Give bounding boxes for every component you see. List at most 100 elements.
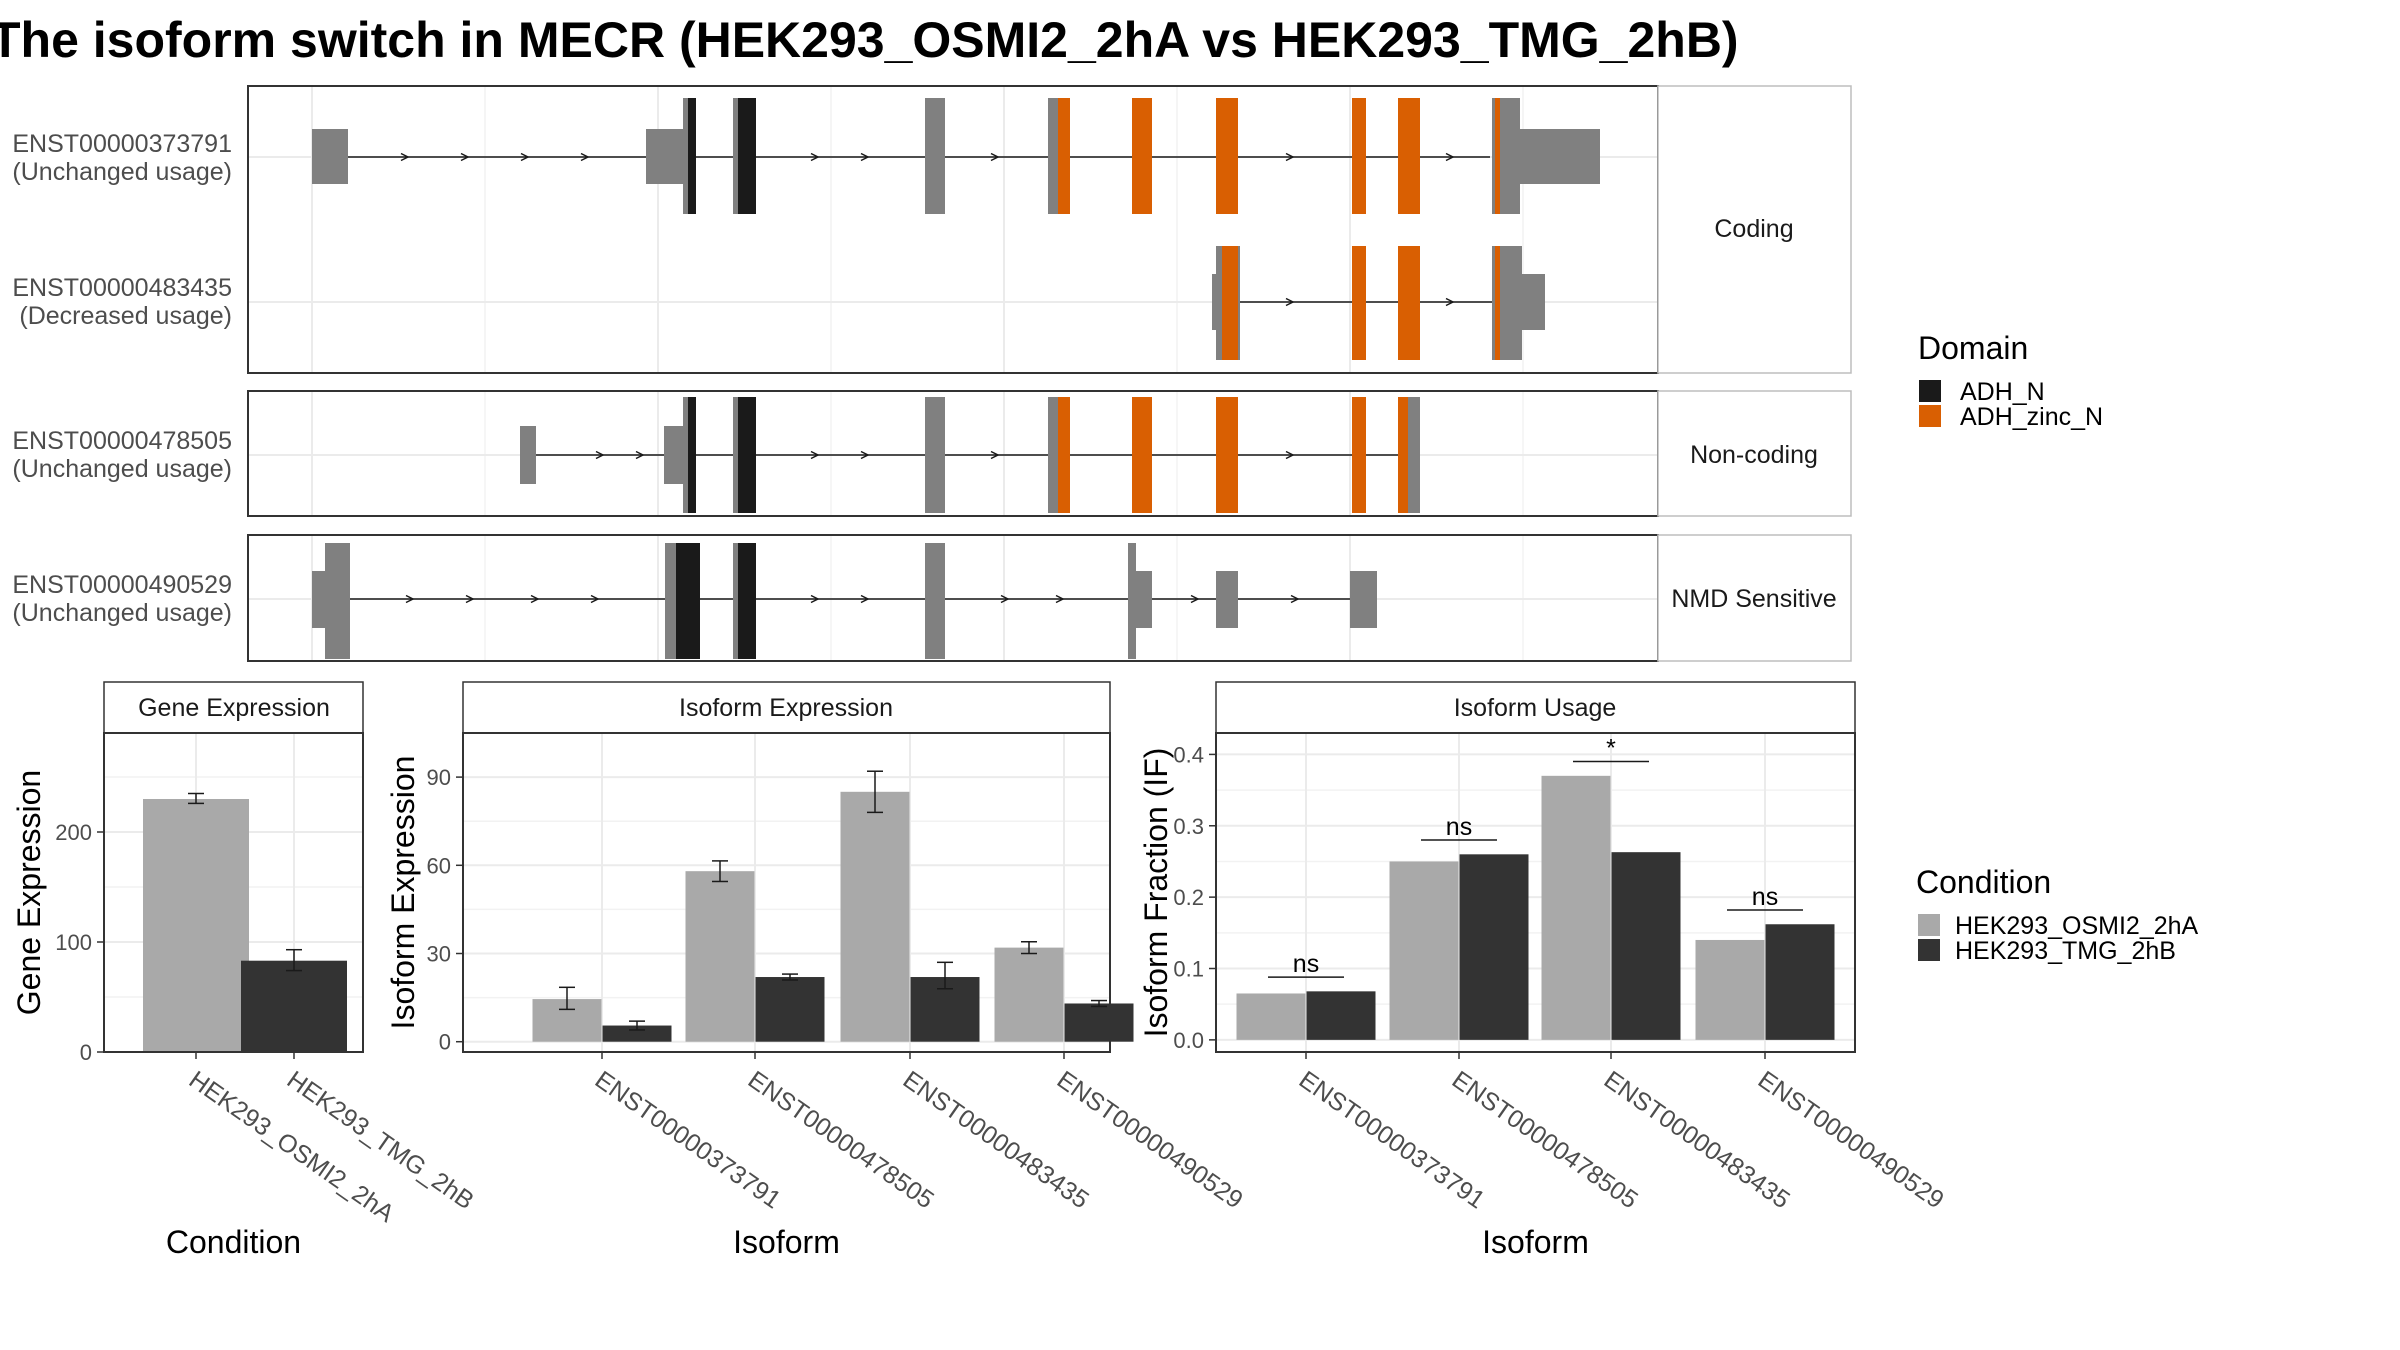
y-tick-label: 60 — [427, 853, 451, 878]
transcript-track-3 — [520, 397, 1420, 513]
strand-arrow — [465, 594, 475, 604]
plot-frame — [1215, 732, 1856, 1053]
x-axis-title: Isoform — [1482, 1224, 1589, 1260]
domain-legend-label-adh-zinc-n: ADH_zinc_N — [1960, 403, 2103, 431]
bar-1-2 — [1389, 861, 1459, 1040]
exon-block — [1048, 397, 1060, 513]
domain-legend: Domain ADH_N ADH_zinc_N — [1918, 330, 2103, 431]
exon-block — [738, 543, 756, 659]
bar-1 — [143, 799, 249, 1052]
strand-arrow — [990, 152, 1000, 162]
bar-1-4 — [994, 947, 1064, 1042]
exon-block — [1352, 397, 1366, 513]
condition-legend-title: Condition — [1916, 864, 2051, 900]
exon-block — [925, 397, 945, 513]
bar-panel-2: Isoform Expression0306090ENST00000373791… — [385, 681, 1248, 1260]
significance-label: ns — [1293, 950, 1319, 978]
transcript-track-4 — [312, 543, 1377, 659]
exon-block — [676, 543, 700, 659]
exon-block — [925, 98, 945, 214]
y-tick-label: 30 — [427, 942, 451, 967]
panel-strip-label: Isoform Expression — [679, 694, 893, 722]
exon-block — [1222, 246, 1238, 360]
significance-label: ns — [1752, 883, 1778, 911]
exon-block — [1058, 397, 1070, 513]
bar-2-2 — [1459, 854, 1529, 1040]
exon-block — [1048, 98, 1060, 214]
exon-block — [1350, 571, 1377, 628]
y-tick-label: 0.0 — [1173, 1028, 1204, 1053]
strand-arrow — [520, 152, 530, 162]
exon-block — [1352, 246, 1366, 360]
strand-arrow — [530, 594, 540, 604]
bar-2-1 — [602, 1025, 672, 1042]
y-tick-label: 0 — [80, 1040, 92, 1065]
y-tick-label: 100 — [55, 930, 92, 955]
y-tick-label: 0.3 — [1173, 814, 1204, 839]
significance-label: * — [1606, 735, 1616, 763]
exon-block — [1504, 246, 1522, 360]
strip-label-nmd: NMD Sensitive — [1671, 585, 1836, 613]
strand-arrow — [400, 152, 410, 162]
strand-arrow — [1445, 297, 1455, 307]
exon-block — [1132, 571, 1152, 628]
x-axis-title: Condition — [166, 1224, 301, 1260]
exon-block — [1408, 397, 1420, 513]
transcript-id-1: ENST00000373791 — [12, 130, 232, 158]
bar-1-2 — [685, 871, 755, 1042]
transcript-id-4: ENST00000490529 — [12, 571, 232, 599]
bar-2-2 — [755, 977, 825, 1042]
y-tick-label: 200 — [55, 820, 92, 845]
significance-label: ns — [1446, 813, 1472, 841]
strand-arrow — [635, 450, 645, 460]
transcript-usage-4: (Unchanged usage) — [12, 599, 232, 627]
domain-legend-swatch-adh-zinc-n — [1919, 405, 1941, 427]
strand-arrow — [860, 152, 870, 162]
strand-arrow — [1445, 152, 1455, 162]
panel-strip-label: Isoform Usage — [1454, 694, 1617, 722]
transcript-usage-1: (Unchanged usage) — [12, 158, 232, 186]
condition-legend-label-a: HEK293_OSMI2_2hA — [1955, 912, 2199, 940]
y-axis-title: Isoform Fraction (IF) — [1138, 748, 1174, 1038]
exon-block — [1212, 274, 1222, 330]
bar-2-3 — [1611, 852, 1681, 1040]
y-axis-title: Isoform Expression — [385, 756, 421, 1030]
strip-label-noncoding: Non-coding — [1690, 441, 1818, 469]
strand-arrow — [1055, 594, 1065, 604]
condition-legend: Condition HEK293_OSMI2_2hA HEK293_TMG_2h… — [1916, 864, 2199, 965]
exon-block — [1132, 397, 1152, 513]
exon-block — [688, 397, 696, 513]
strand-arrow — [990, 450, 1000, 460]
panel-strip — [462, 681, 1111, 734]
plot-frame — [103, 732, 364, 1053]
panel-strip — [1215, 681, 1856, 734]
exon-block — [688, 98, 696, 214]
strand-arrow — [860, 450, 870, 460]
figure-title: The isoform switch in MECR (HEK293_OSMI2… — [0, 12, 1739, 68]
bar-2-4 — [1064, 1003, 1134, 1042]
y-tick-label: 90 — [427, 765, 451, 790]
strand-arrow — [1285, 450, 1295, 460]
transcript-tracks — [312, 98, 1600, 659]
bar-1-3 — [1541, 775, 1611, 1040]
strand-arrow — [405, 594, 415, 604]
exon-block — [738, 397, 756, 513]
bar-2 — [241, 960, 347, 1052]
strand-arrow — [810, 450, 820, 460]
strand-arrow — [860, 594, 870, 604]
exon-block — [1495, 246, 1500, 360]
structure-panel-noncoding: Non-coding — [247, 390, 1852, 517]
exon-block — [1132, 98, 1152, 214]
exon-block — [738, 98, 756, 214]
bar-1-4 — [1695, 939, 1765, 1040]
exon-block — [1500, 98, 1520, 214]
transcript-track-2 — [1212, 246, 1545, 360]
exon-block — [1518, 129, 1600, 184]
y-axis-title: Gene Expression — [11, 770, 47, 1015]
strand-arrow — [810, 594, 820, 604]
exon-block — [312, 129, 348, 184]
y-tick-label: 0.1 — [1173, 957, 1204, 982]
panel-strip — [103, 681, 364, 734]
condition-legend-label-b: HEK293_TMG_2hB — [1955, 937, 2176, 965]
exon-block — [1495, 98, 1500, 214]
